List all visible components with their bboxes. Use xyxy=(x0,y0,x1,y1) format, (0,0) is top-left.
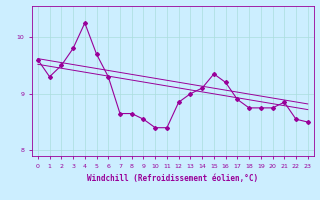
X-axis label: Windchill (Refroidissement éolien,°C): Windchill (Refroidissement éolien,°C) xyxy=(87,174,258,183)
